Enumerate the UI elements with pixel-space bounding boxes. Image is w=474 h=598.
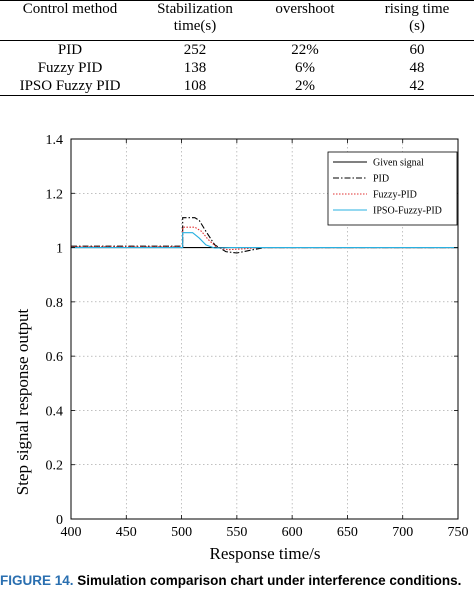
y-tick-label: 0.8: [46, 296, 64, 311]
x-axis-label: Response time/s: [210, 544, 321, 563]
header-rising-time: rising time (s): [384, 1, 450, 34]
plot-frame: [70, 138, 459, 520]
series-line-ipso-fuzzy-pid: [71, 232, 458, 249]
header-control-method: Control method: [22, 1, 118, 17]
x-tick-label: 450: [116, 525, 137, 540]
legend-box: [327, 151, 458, 226]
x-tick-label: 500: [171, 525, 192, 540]
table-row: IPSO Fuzzy PID 108 2% 42: [0, 77, 474, 96]
cell-rising: 60: [409, 42, 425, 58]
cell-overshoot: 2%: [295, 78, 315, 94]
x-tick-label: 700: [392, 525, 413, 540]
x-tick-label: 650: [337, 525, 358, 540]
y-tick-label: 0.4: [46, 404, 64, 419]
caption-text: Simulation comparison chart under interf…: [77, 573, 462, 588]
performance-table: Control method Stabilization time(s) over…: [0, 0, 474, 96]
legend-entry: PID: [373, 174, 389, 185]
y-tick-label: 1.2: [46, 187, 64, 202]
cell-rising: 48: [409, 60, 425, 76]
table-header-row: Control method Stabilization time(s) over…: [0, 1, 474, 41]
series-line-fuzzy-pid: [71, 226, 458, 251]
y-tick-label: 1.4: [46, 133, 64, 148]
cell-method: IPSO Fuzzy PID: [19, 78, 121, 94]
legend-entry: IPSO-Fuzzy-PID: [373, 206, 442, 217]
y-tick-label: 0.6: [46, 350, 64, 365]
x-tick-label: 750: [448, 525, 469, 540]
table-row: Fuzzy PID 138 6% 48: [0, 59, 474, 77]
tick-layer: 400 450 500 550 600 650 700 750 0 0.2 0.4 0.6 0.8 1 1.…: [46, 133, 469, 540]
header-stabilization-time: Stabilization time(s): [157, 1, 233, 34]
legend: Given signal PID Fuzzy-PID IPSO-Fuzzy-PID: [327, 151, 458, 226]
cell-overshoot: 6%: [295, 60, 315, 76]
cell-rising: 42: [409, 78, 425, 94]
cell-stabilization: 138: [183, 60, 207, 76]
response-chart: 400 450 500 550 600 650 700 750 0 0.2 0.4 0.6 0.8 1 1.…: [13, 133, 469, 563]
y-tick-label: 0: [56, 513, 63, 528]
x-tick-label: 550: [226, 525, 247, 540]
legend-entry: Fuzzy-PID: [373, 190, 417, 201]
x-tick-label: 600: [282, 525, 303, 540]
y-tick-label: 1: [56, 242, 63, 257]
figure-caption: FIGURE 14. Simulation comparison chart u…: [0, 573, 474, 588]
x-tick-label: 400: [61, 525, 82, 540]
y-tick-label: 0.2: [46, 459, 64, 474]
cell-stabilization: 252: [183, 42, 207, 58]
series-layer: [71, 217, 458, 254]
legend-entry: Given signal: [373, 158, 424, 169]
cell-stabilization: 108: [183, 78, 207, 94]
y-axis-label: Step signal response output: [13, 308, 32, 495]
cell-overshoot: 22%: [291, 42, 319, 58]
cell-method: PID: [57, 42, 83, 58]
figure-label: FIGURE 14.: [0, 573, 74, 588]
table-row: PID 252 22% 60: [0, 41, 474, 60]
cell-method: Fuzzy PID: [37, 60, 103, 76]
header-overshoot: overshoot: [275, 1, 335, 17]
